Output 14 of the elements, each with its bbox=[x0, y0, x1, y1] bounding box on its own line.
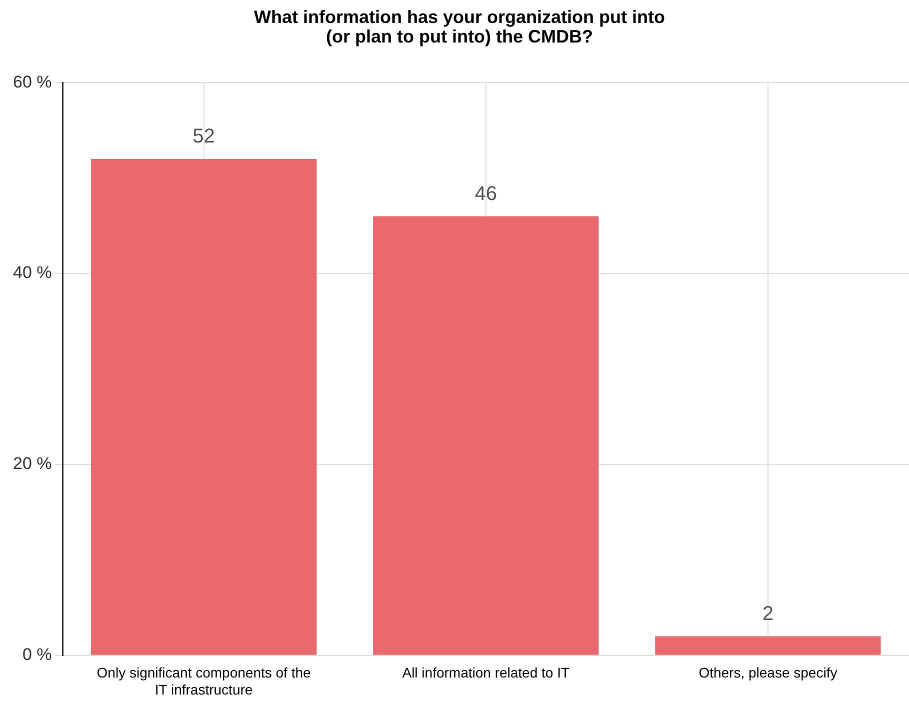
y-tick-label: 0 % bbox=[22, 645, 52, 664]
bar bbox=[373, 216, 599, 655]
data-label: 46 bbox=[474, 182, 497, 205]
bar bbox=[90, 158, 317, 655]
data-label: 2 bbox=[762, 602, 774, 625]
y-tick-label: 60 % bbox=[13, 72, 52, 92]
x-tick-label: All information related to IT bbox=[402, 664, 570, 681]
chart-title: What information has your organization put into (or plan to put into) the CMDB? bbox=[254, 6, 665, 47]
y-tick-label: 20 % bbox=[13, 454, 52, 474]
y-tick-label: 40 % bbox=[13, 263, 52, 282]
x-tick-label: Only significant components of the IT infrastructure bbox=[96, 664, 311, 698]
x-tick-label: Others, please specify bbox=[698, 664, 838, 681]
data-label: 52 bbox=[192, 125, 215, 148]
bar bbox=[655, 636, 881, 655]
